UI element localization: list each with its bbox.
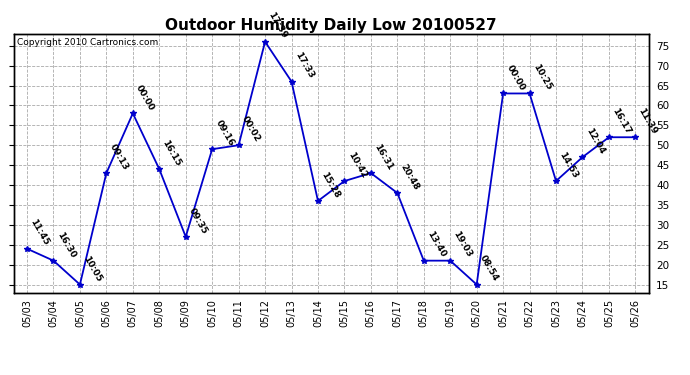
Title: Outdoor Humidity Daily Low 20100527: Outdoor Humidity Daily Low 20100527 <box>166 18 497 33</box>
Text: 09:35: 09:35 <box>187 206 209 236</box>
Text: 09:16: 09:16 <box>214 118 236 148</box>
Text: 17:33: 17:33 <box>293 51 315 80</box>
Text: 16:15: 16:15 <box>161 138 183 168</box>
Text: 10:42: 10:42 <box>346 150 368 180</box>
Text: 20:48: 20:48 <box>399 162 421 192</box>
Text: 19:03: 19:03 <box>452 230 474 259</box>
Text: 13:40: 13:40 <box>425 230 447 259</box>
Text: 12:04: 12:04 <box>584 126 606 156</box>
Text: 15:28: 15:28 <box>319 170 342 200</box>
Text: 10:05: 10:05 <box>81 254 104 283</box>
Text: Copyright 2010 Cartronics.com: Copyright 2010 Cartronics.com <box>17 38 158 46</box>
Text: 10:25: 10:25 <box>531 63 553 92</box>
Text: 11:45: 11:45 <box>28 218 50 248</box>
Text: 09:13: 09:13 <box>108 142 130 172</box>
Text: 00:00: 00:00 <box>504 63 526 92</box>
Text: 16:17: 16:17 <box>611 106 633 136</box>
Text: 17:39: 17:39 <box>266 11 288 40</box>
Text: 11:39: 11:39 <box>637 106 659 136</box>
Text: 00:00: 00:00 <box>135 83 156 112</box>
Text: 16:30: 16:30 <box>55 230 77 259</box>
Text: 16:31: 16:31 <box>373 142 395 172</box>
Text: 00:02: 00:02 <box>240 115 262 144</box>
Text: 14:53: 14:53 <box>558 150 580 180</box>
Text: 08:54: 08:54 <box>478 254 500 283</box>
